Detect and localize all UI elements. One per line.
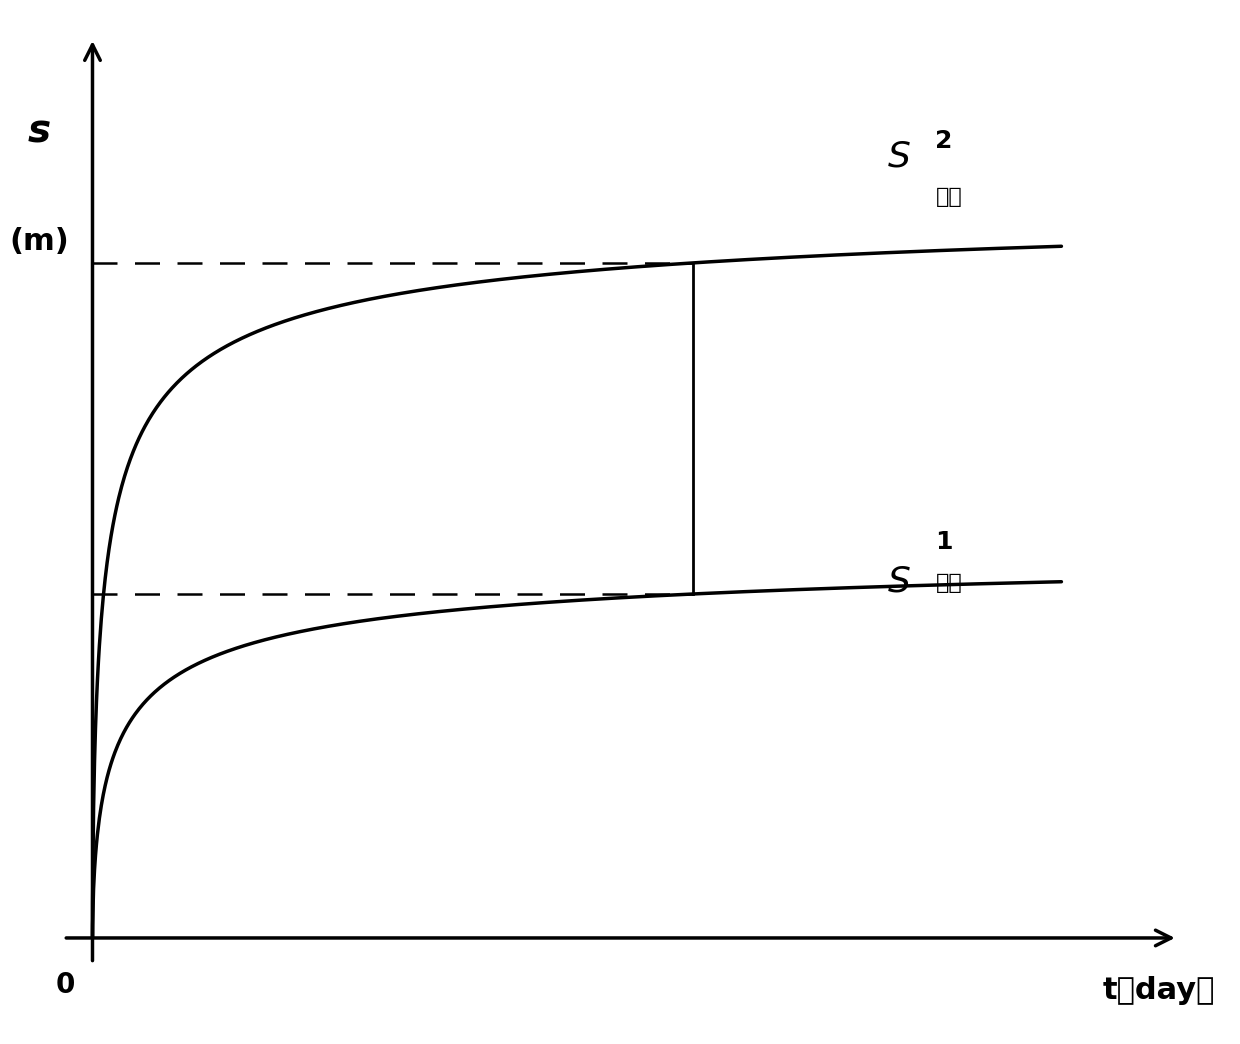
Text: 原型: 原型 — [935, 573, 962, 593]
Text: (m): (m) — [10, 228, 69, 257]
Text: t（day）: t（day） — [1102, 976, 1214, 1005]
Text: s: s — [27, 113, 51, 150]
Text: 0: 0 — [56, 971, 76, 999]
Text: 原型: 原型 — [935, 187, 962, 207]
Text: $S$: $S$ — [887, 140, 911, 174]
Text: $S$: $S$ — [887, 565, 911, 598]
Text: 2: 2 — [935, 128, 952, 152]
Text: 1: 1 — [935, 530, 954, 554]
